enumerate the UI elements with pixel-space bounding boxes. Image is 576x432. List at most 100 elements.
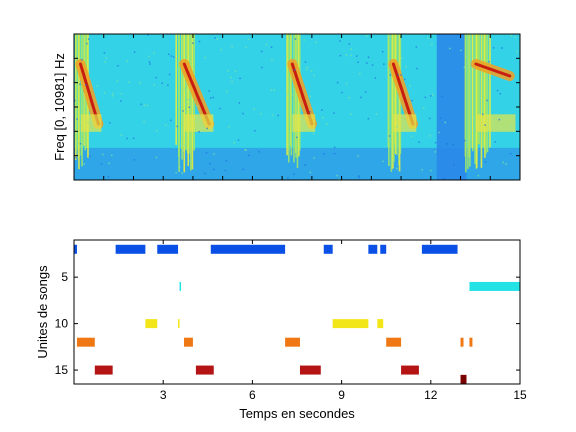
noise-speck	[112, 92, 115, 95]
x-tick-label: 3	[160, 388, 167, 402]
noise-speck	[273, 89, 276, 92]
noise-speck	[143, 104, 146, 106]
noise-speck	[439, 117, 442, 120]
noise-speck	[120, 93, 123, 95]
unit-bar	[299, 365, 321, 375]
noise-speck	[238, 102, 241, 104]
noise-speck	[472, 67, 474, 69]
song-burst	[387, 34, 418, 172]
unit-bar	[380, 244, 387, 254]
unit-bar	[178, 319, 180, 329]
noise-speck	[487, 130, 490, 132]
spectral-streak	[293, 34, 295, 163]
noise-speck	[143, 121, 145, 123]
noise-speck	[429, 117, 431, 120]
noise-speck	[192, 42, 194, 44]
noise-speck	[126, 137, 128, 140]
noise-speck	[382, 160, 384, 163]
noise-speck	[304, 164, 306, 166]
noise-speck	[505, 163, 507, 165]
noise-speck	[496, 89, 499, 92]
noise-speck	[365, 35, 368, 37]
noise-speck	[176, 66, 179, 69]
noise-speck	[502, 161, 505, 164]
units-ticks: 3 6 9 12 15 5 10 15	[55, 240, 527, 402]
noise-speck	[184, 144, 186, 146]
noise-speck	[186, 148, 188, 150]
spectral-streak	[393, 34, 395, 163]
unit-bar	[157, 244, 179, 254]
noise-speck	[116, 80, 119, 82]
spectral-streak	[398, 34, 401, 172]
noise-speck	[466, 143, 469, 145]
noise-speck	[148, 55, 150, 58]
spectral-streak	[465, 34, 467, 173]
noise-speck	[96, 85, 99, 87]
noise-speck	[206, 127, 208, 130]
noise-speck	[270, 46, 273, 49]
noise-speck	[86, 42, 88, 45]
noise-speck	[463, 66, 466, 69]
noise-speck	[470, 101, 473, 104]
noise-speck	[187, 103, 189, 105]
noise-speck	[405, 65, 407, 68]
energy-peak	[79, 62, 100, 126]
noise-speck	[172, 56, 175, 58]
noise-speck	[367, 56, 370, 59]
y-tick-label: 5	[61, 270, 68, 284]
noise-speck	[333, 112, 335, 114]
noise-speck	[333, 152, 336, 155]
noise-speck	[100, 163, 103, 165]
unit-bar	[285, 337, 300, 347]
noise-speck	[486, 99, 488, 102]
spectral-streak	[75, 34, 78, 151]
noise-speck	[149, 63, 151, 65]
noise-speck	[79, 83, 81, 86]
units-axes-frame	[73, 239, 521, 385]
noise-speck	[484, 124, 486, 126]
noise-speck	[219, 107, 221, 110]
energy-tail	[393, 114, 417, 132]
noise-speck	[293, 69, 296, 71]
noise-speck	[128, 81, 130, 84]
unit-bar	[460, 374, 467, 384]
noise-speck	[167, 84, 169, 86]
noise-speck	[177, 140, 179, 143]
energy-tail	[292, 114, 316, 132]
spectral-streak	[485, 34, 487, 154]
noise-speck	[181, 172, 183, 175]
noise-speck	[474, 130, 477, 133]
noise-speck	[103, 92, 106, 94]
noise-speck	[239, 77, 241, 80]
noise-speck	[357, 155, 359, 157]
energy-peak	[182, 62, 211, 126]
noise-speck	[230, 76, 233, 79]
noise-speck	[80, 37, 82, 39]
noise-speck	[183, 88, 186, 90]
noise-speck	[314, 41, 317, 44]
noise-speck	[446, 143, 449, 145]
spectral-streak	[393, 34, 396, 145]
song-burst	[74, 34, 104, 170]
noise-speck	[231, 80, 233, 83]
noise-speck	[225, 159, 228, 162]
x-tick-label: 12	[424, 388, 438, 402]
noise-speck	[187, 98, 190, 101]
energy-tail	[184, 114, 214, 132]
noise-speck	[309, 110, 311, 113]
noise-speck	[392, 161, 394, 163]
noise-speck	[416, 67, 418, 70]
noise-speck	[303, 39, 305, 41]
noise-speck	[87, 121, 89, 124]
spectral-streak	[469, 34, 471, 167]
units-y-label: Unites de songs	[35, 265, 50, 359]
noise-speck	[182, 110, 184, 112]
noise-speck	[306, 66, 309, 69]
noise-speck	[350, 54, 352, 57]
noise-speck	[366, 62, 368, 64]
noise-speck	[460, 49, 462, 52]
noise-speck	[117, 64, 119, 67]
spectral-streak	[175, 34, 178, 145]
unit-bar	[332, 319, 369, 329]
